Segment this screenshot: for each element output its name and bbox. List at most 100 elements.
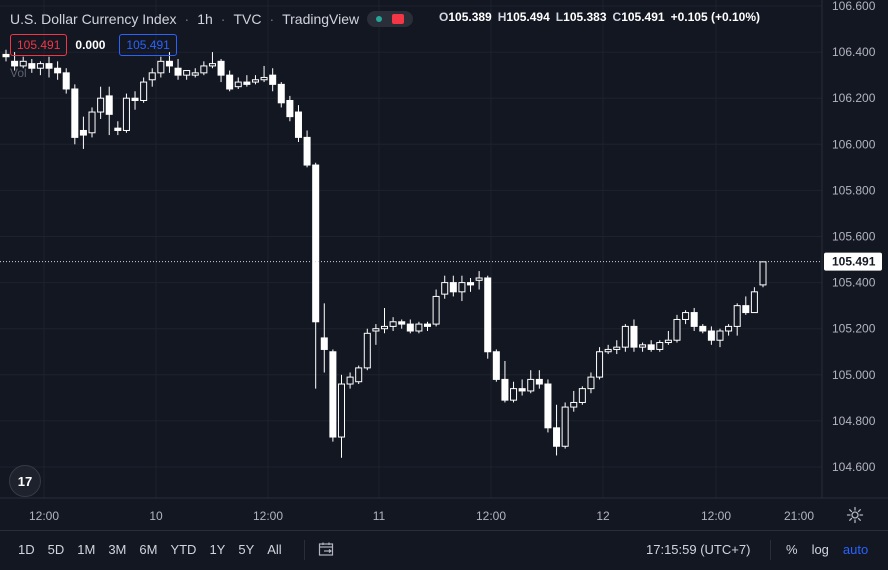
candle (286, 95, 294, 122)
period-1m-button[interactable]: 1M (77, 542, 96, 557)
candle-body (346, 376, 354, 385)
candle-body (2, 53, 10, 58)
candle-body (62, 72, 70, 90)
change-value: +0.105 (+0.10%) (670, 10, 760, 24)
period-1d-button[interactable]: 1D (18, 542, 35, 557)
candle (501, 360, 509, 403)
period-5d-button[interactable]: 5D (47, 542, 65, 557)
candle-body (157, 60, 165, 74)
candle-body (303, 136, 311, 166)
candle-body (226, 74, 234, 90)
sell-button[interactable]: 105.491 (10, 34, 68, 56)
y-tick-label: 106.200 (832, 91, 876, 105)
price-chart[interactable]: 106.600 106.400 106.200 106.000 105.800 105.6… (0, 0, 888, 530)
calendar-range-icon[interactable] (318, 541, 334, 557)
candle (759, 261, 767, 288)
candle (28, 59, 36, 73)
candle-body (217, 60, 225, 76)
candle (424, 321, 432, 332)
candle (114, 121, 122, 136)
candle (337, 374, 345, 458)
candle (45, 56, 53, 78)
candle-body (707, 330, 715, 341)
candle (449, 275, 457, 297)
candle (682, 310, 690, 325)
candle (71, 84, 79, 145)
candle-body (742, 305, 750, 314)
buy-button[interactable]: 105.491 (119, 34, 177, 56)
period-6m-button[interactable]: 6M (139, 542, 158, 557)
auto-scale-button[interactable]: auto (842, 542, 869, 557)
candle-body (458, 282, 466, 293)
candle (303, 130, 311, 168)
period-3m-button[interactable]: 3M (108, 542, 127, 557)
candle (157, 56, 165, 78)
candle-body (54, 67, 62, 74)
candle (664, 331, 672, 345)
candle-body (277, 83, 285, 104)
period-5y-button[interactable]: 5Y (238, 542, 255, 557)
candle (750, 287, 758, 314)
price-axis[interactable]: 106.600 106.400 106.200 106.000 105.800 105.6… (821, 0, 876, 498)
candle (277, 82, 285, 108)
high-value: H105.494 (497, 10, 550, 24)
divider (304, 540, 305, 560)
candle (553, 404, 561, 456)
candle-body (527, 378, 535, 392)
last-price-tag: 105.491 (824, 252, 882, 271)
candle (613, 340, 621, 355)
y-tick-label: 104.800 (832, 414, 876, 428)
candle (467, 277, 475, 292)
candle (2, 49, 10, 62)
candle-body (11, 60, 19, 67)
candle (105, 86, 113, 136)
candle (320, 303, 328, 373)
candle-body (449, 282, 457, 293)
candle-body (286, 100, 294, 118)
candle-body (596, 351, 604, 378)
current-time[interactable]: 17:15:59 (UTC+7) (646, 542, 751, 557)
time-axis[interactable]: 12:00 10 12:00 11 12:00 12 12:00 21:00 (0, 497, 888, 523)
candle (140, 77, 148, 103)
toggle-icon[interactable] (367, 11, 414, 27)
status-dot-icon (376, 16, 383, 22)
candle-body (208, 63, 216, 67)
trade-badges: 105.491 0.000 105.491 (10, 34, 177, 56)
candle-body (148, 72, 156, 81)
candle (621, 324, 629, 352)
candle (690, 307, 698, 332)
scale-options: % log auto (786, 542, 868, 557)
log-scale-button[interactable]: log (811, 542, 829, 557)
candle-body (639, 344, 647, 348)
candle (54, 61, 62, 80)
interval-label[interactable]: 1h (197, 11, 213, 27)
separator-dot: · (269, 11, 275, 27)
candle (578, 386, 586, 405)
candle (639, 342, 647, 352)
gear-icon[interactable] (846, 506, 864, 524)
candle (742, 296, 750, 315)
x-tick-label: 12 (596, 509, 610, 523)
open-value: O105.389 (439, 10, 492, 24)
tradingview-logo-icon[interactable]: 17 (9, 465, 41, 497)
chart-grid (0, 0, 822, 498)
symbol-name[interactable]: U.S. Dollar Currency Index (10, 11, 177, 27)
period-buttons: 1D 5D 1M 3M 6M YTD 1Y 5Y All (18, 542, 295, 557)
candle-body (501, 378, 509, 401)
period-all-button[interactable]: All (267, 542, 282, 557)
period-ytd-button[interactable]: YTD (170, 542, 197, 557)
candle-body (337, 383, 345, 438)
candle-body (630, 325, 638, 348)
candle (441, 275, 449, 299)
candle (647, 340, 655, 352)
candle-body (105, 95, 113, 115)
candle-body (647, 344, 655, 350)
percent-scale-button[interactable]: % (786, 542, 798, 557)
source-label: TradingView (282, 11, 360, 27)
candle (372, 324, 380, 345)
x-tick-label: 10 (149, 509, 163, 523)
candle-body (604, 348, 612, 353)
candle (510, 381, 518, 403)
period-1y-button[interactable]: 1Y (209, 542, 226, 557)
y-tick-label: 106.600 (832, 0, 876, 13)
